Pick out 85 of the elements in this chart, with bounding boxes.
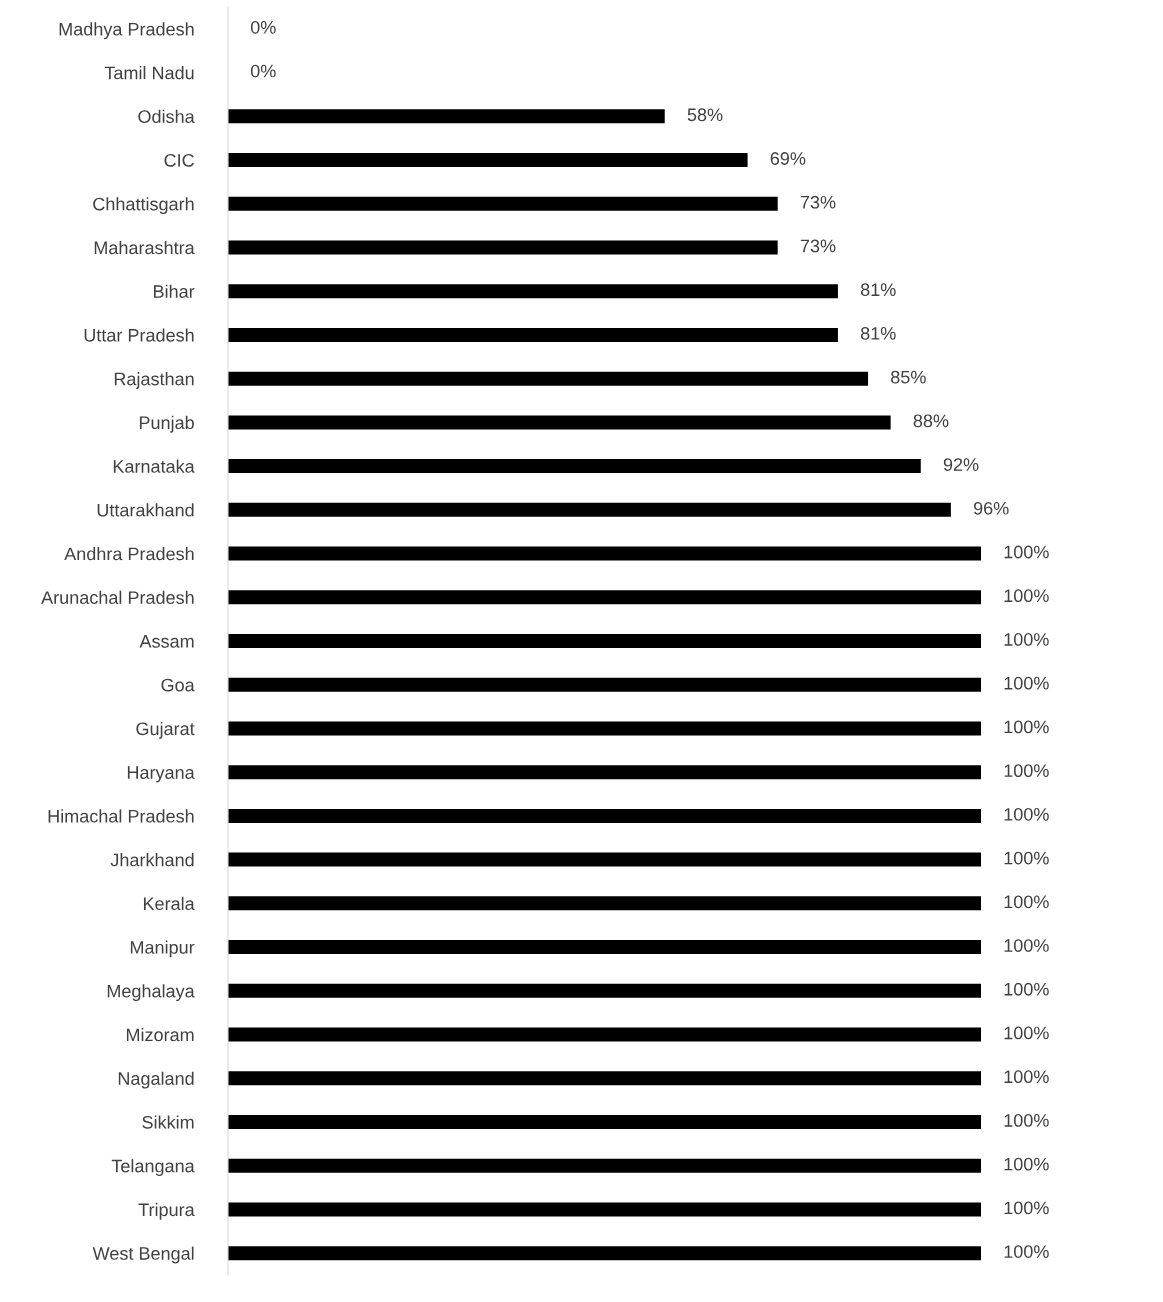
data-label: 96%: [973, 501, 1009, 515]
y-tick-label: Nagaland: [118, 1071, 194, 1089]
y-tick-label: Sikkim: [142, 1115, 194, 1129]
y-tick-label: Himachal Pradesh: [48, 809, 194, 823]
y-tick-label: Arunachal Pradesh: [41, 590, 194, 604]
bar: [228, 1158, 981, 1173]
data-label: 100%: [1004, 589, 1049, 603]
data-label: 100%: [1004, 1201, 1049, 1215]
data-label: 92%: [943, 458, 979, 471]
bar: [228, 327, 838, 342]
bar: [228, 546, 981, 561]
bar: [228, 634, 981, 648]
data-label: 100%: [1004, 545, 1049, 559]
y-tick-label: CIC: [164, 153, 194, 167]
data-label: 58%: [687, 108, 723, 122]
bar: [228, 1114, 981, 1129]
y-tick-label: Haryana: [127, 766, 195, 783]
data-label: 100%: [1004, 1245, 1049, 1258]
y-tick-label: Tamil Nadu: [104, 66, 194, 80]
data-label: 100%: [1004, 1157, 1049, 1171]
bar: [228, 590, 981, 605]
y-tick-label: Meghalaya: [107, 984, 195, 1002]
data-label: 73%: [800, 239, 836, 253]
data-label: 0%: [250, 20, 276, 34]
y-tick-label: Mizoram: [126, 1027, 194, 1042]
bar: [228, 940, 981, 955]
data-label: 100%: [1004, 633, 1049, 646]
data-label: 88%: [913, 414, 949, 428]
data-label: 100%: [1004, 720, 1049, 734]
y-tick-label: Assam: [139, 635, 194, 648]
y-tick-label: Gujarat: [136, 721, 195, 739]
y-tick-label: Chhattisgarh: [93, 197, 194, 215]
y-tick-label: Tripura: [138, 1202, 195, 1220]
bar: [228, 196, 778, 211]
bar: [228, 1027, 981, 1042]
data-label: 100%: [1004, 764, 1049, 778]
y-tick-label: West Bengal: [92, 1246, 194, 1264]
data-label: 0%: [250, 64, 276, 78]
bar: [228, 459, 921, 474]
data-label: 81%: [860, 326, 896, 340]
data-label: 100%: [1004, 676, 1049, 690]
data-label: 100%: [1004, 895, 1049, 909]
data-label: 100%: [1004, 939, 1049, 952]
bar: [228, 983, 981, 998]
y-tick-label: Telangana: [111, 1159, 195, 1176]
data-label: 100%: [1004, 1070, 1049, 1084]
data-label: 100%: [1004, 807, 1049, 821]
y-tick-label: Madhya Pradesh: [59, 22, 194, 40]
data-label: 100%: [1004, 1114, 1049, 1127]
y-tick-label: Andhra Pradesh: [64, 547, 194, 561]
data-label: 100%: [1004, 982, 1049, 996]
bar: [228, 415, 891, 430]
y-tick-label: Jharkhand: [110, 853, 194, 867]
bar: [228, 240, 778, 255]
bar: [228, 371, 869, 386]
y-tick-label: Rajasthan: [114, 372, 194, 389]
bar: [228, 109, 665, 124]
y-tick-label: Bihar: [154, 284, 195, 298]
data-label: 73%: [800, 195, 836, 209]
y-tick-label: Manipur: [130, 940, 195, 958]
bar: [228, 852, 981, 867]
bar: [228, 721, 981, 736]
y-tick-label: Odisha: [138, 109, 195, 124]
y-tick-label: Karnataka: [113, 459, 195, 473]
bar: [228, 808, 981, 823]
y-tick-label: Maharashtra: [94, 240, 195, 255]
y-tick-label: Goa: [161, 678, 195, 692]
data-label: 100%: [1004, 851, 1049, 865]
y-tick-label: Punjab: [139, 415, 194, 433]
bar: [228, 153, 748, 168]
y-tick-label: Kerala: [143, 896, 195, 911]
bar: [228, 677, 981, 692]
bar: [228, 1246, 981, 1261]
bar: [228, 765, 981, 780]
bar: [228, 1071, 981, 1086]
data-label: 69%: [770, 152, 806, 165]
data-label: 81%: [860, 283, 896, 297]
data-label: 85%: [891, 370, 926, 384]
data-label: 100%: [1004, 1026, 1049, 1040]
bar: [228, 284, 838, 299]
bar: [228, 1202, 981, 1217]
y-tick-label: Uttarakhand: [97, 503, 194, 517]
y-tick-label: Uttar Pradesh: [84, 328, 194, 342]
bar: [228, 896, 981, 911]
bar: [228, 502, 951, 517]
